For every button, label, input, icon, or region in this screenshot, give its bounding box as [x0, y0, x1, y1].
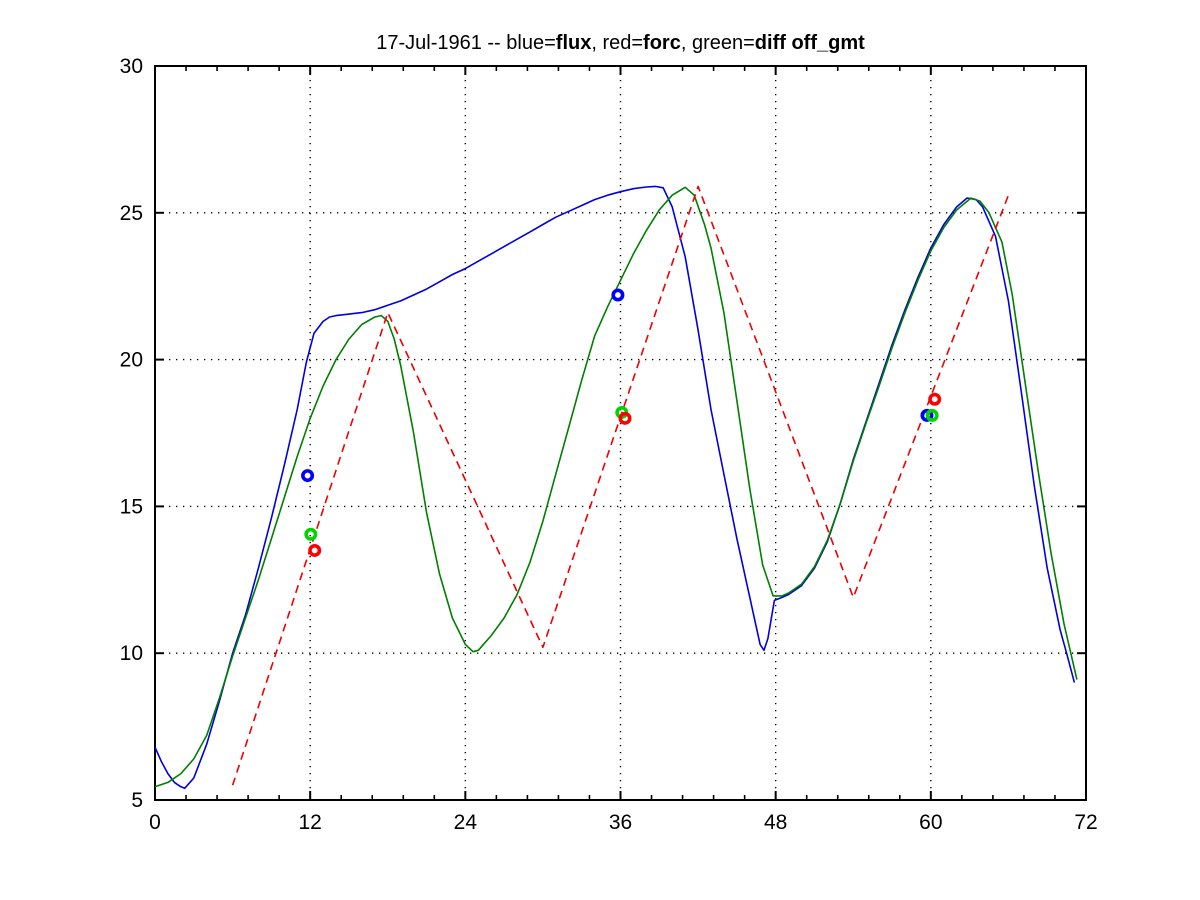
marker-diff-obs [304, 527, 318, 541]
y-tick-label: 15 [120, 495, 143, 518]
x-tick-label: 24 [454, 811, 478, 834]
chart-title-segment-7: off_gmt [791, 32, 865, 54]
marker-forc-obs [928, 392, 942, 406]
y-tick-label: 30 [120, 55, 143, 78]
x-tick-label: 36 [609, 811, 632, 834]
chart-title-segment-5: diff [754, 32, 786, 54]
chart-title-segment-3: forc [643, 32, 681, 54]
marker-flux-obs [611, 288, 625, 302]
series-flux [154, 185, 1076, 790]
y-tick-label: 20 [120, 349, 143, 372]
marker-flux-obs [301, 469, 315, 483]
chart-title-segment-4: , green= [680, 32, 755, 54]
marker-flux-obs [920, 408, 934, 422]
x-tick-label: 0 [149, 811, 161, 834]
x-tick-label: 72 [1074, 811, 1097, 834]
chart-title-segment-2: , red= [591, 32, 644, 54]
chart-title-segment-0: 17-Jul-1961 -- blue= [376, 32, 556, 54]
plot-box [154, 65, 1087, 801]
marker-diff-obs [925, 408, 939, 422]
y-tick-label: 5 [131, 789, 143, 812]
marker-forc-obs [308, 543, 322, 557]
marker-forc-obs [618, 411, 632, 425]
chart-title-segment-1: flux [555, 32, 592, 54]
x-tick-label: 12 [298, 811, 321, 834]
chart-title: 17-Jul-1961 -- blue=flux, red=forc, gree… [155, 32, 1086, 55]
y-tick-label: 10 [120, 642, 143, 665]
y-tick-label: 25 [120, 202, 143, 225]
x-tick-label: 60 [919, 811, 942, 834]
series-diff [154, 186, 1078, 788]
x-tick-label: 48 [764, 811, 787, 834]
